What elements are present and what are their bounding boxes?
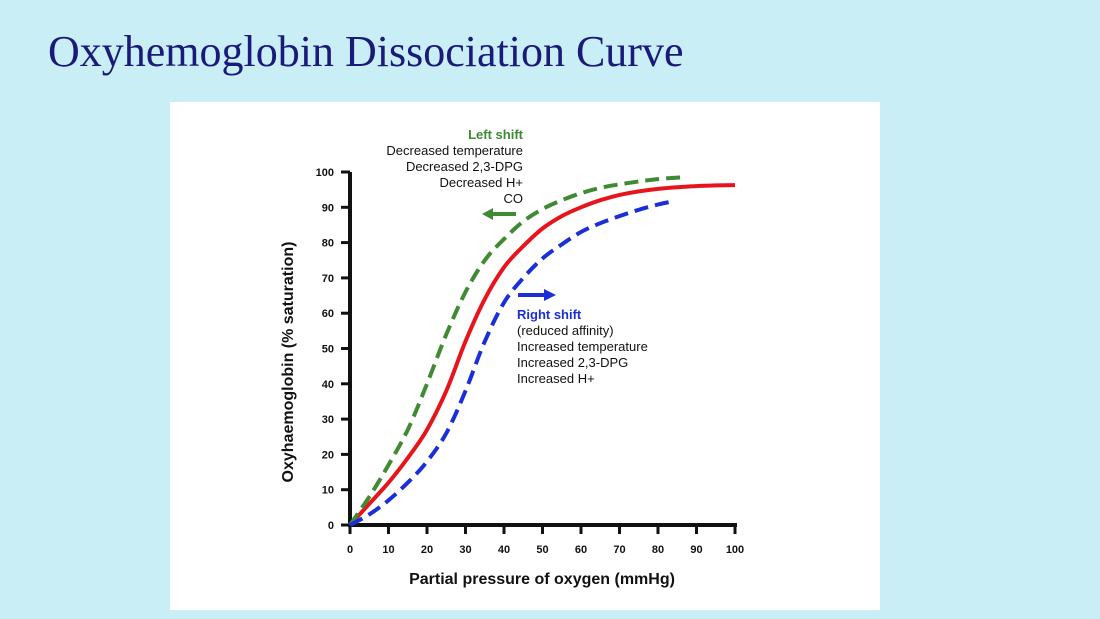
y-tick-label: 10 [322, 485, 334, 497]
right-shift-line: Increased temperature [517, 339, 648, 354]
right-shift-title: Right shift [517, 307, 582, 322]
y-tick-label: 50 [322, 344, 334, 356]
right-shift-line: (reduced affinity) [517, 323, 614, 338]
left-arrow-icon [482, 208, 516, 220]
x-tick-label: 0 [347, 544, 353, 556]
y-tick-label: 100 [316, 167, 334, 179]
chart-panel: 0 10 20 30 40 50 60 70 80 90 100 0 10 20 30 40 50 60 70 80 9… [170, 102, 880, 610]
y-tick-label: 90 [322, 202, 334, 214]
axes: 0 10 20 30 40 50 60 70 80 90 100 0 10 20 30 40 50 60 70 80 9… [316, 167, 745, 556]
x-tick-label: 30 [459, 544, 471, 556]
y-axis-title: Oxyhaemoglobin (% saturation) [280, 242, 297, 483]
left-shift-line: Decreased temperature [386, 143, 523, 158]
right-shift-annotation: Right shift (reduced affinity) Increased… [517, 289, 648, 386]
x-tick-label: 40 [498, 544, 510, 556]
y-tick-label: 70 [322, 273, 334, 285]
x-tick-label: 70 [613, 544, 625, 556]
right-arrow-icon [518, 289, 556, 301]
y-tick-label: 30 [322, 414, 334, 426]
x-tick-label: 20 [421, 544, 433, 556]
x-tick-label: 10 [382, 544, 394, 556]
left-shift-line: Decreased H+ [440, 175, 523, 190]
x-tick-label: 60 [575, 544, 587, 556]
right-shift-line: Increased H+ [517, 371, 595, 386]
x-tick-label: 80 [652, 544, 664, 556]
series-right-line [349, 200, 670, 527]
oxyhemoglobin-chart: 0 10 20 30 40 50 60 70 80 90 100 0 10 20 30 40 50 60 70 80 9… [280, 127, 745, 588]
slide-title: Oxyhemoglobin Dissociation Curve [48, 27, 684, 76]
series-layer [348, 175, 736, 527]
x-tick-label: 90 [690, 544, 702, 556]
y-tick-label: 40 [322, 379, 334, 391]
left-shift-line: CO [504, 191, 524, 206]
right-shift-line: Increased 2,3-DPG [517, 355, 628, 370]
x-axis-title: Partial pressure of oxygen (mmHg) [409, 571, 675, 588]
series-left-line [348, 175, 686, 527]
left-shift-title: Left shift [468, 127, 524, 142]
y-tick-label: 0 [328, 520, 334, 532]
x-tick-label: 50 [536, 544, 548, 556]
series-normal-line [348, 183, 736, 527]
y-tick-label: 60 [322, 308, 334, 320]
left-shift-annotation: Left shift Decreased temperature Decreas… [386, 127, 524, 220]
x-tick-label: 100 [726, 544, 744, 556]
y-tick-label: 80 [322, 238, 334, 250]
left-shift-line: Decreased 2,3-DPG [406, 159, 523, 174]
y-tick-label: 20 [322, 449, 334, 461]
